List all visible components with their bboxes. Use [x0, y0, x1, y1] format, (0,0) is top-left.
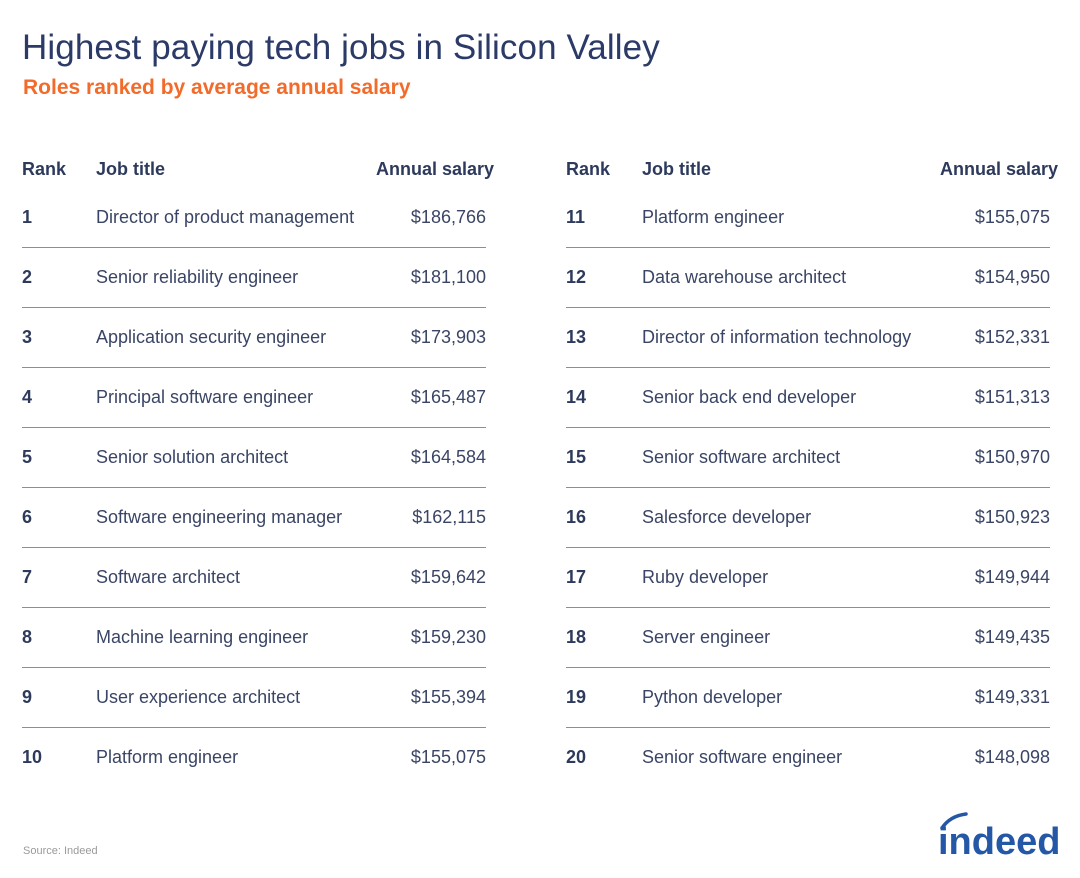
job-title-cell: Platform engineer [96, 747, 239, 767]
rank-cell: 1 [22, 188, 96, 248]
rank-cell: 5 [22, 427, 96, 488]
rank-cell: 14 [566, 367, 642, 428]
salary-cell: $148,098 [974, 747, 1050, 767]
ranking-table-right: Rank Job title Annual salary 11 Platform … [566, 150, 1059, 788]
job-title-cell: Senior software architect [642, 427, 940, 488]
job-title-cell: Principal software engineer [96, 367, 376, 428]
table-row: 12 Data warehouse architect $154,950 [566, 247, 1050, 308]
salary-cell: $151,313 [940, 367, 1050, 428]
table-row: 11 Platform engineer $155,075 [566, 188, 1050, 248]
annual-salary-header: Annual salary [940, 158, 1059, 179]
job-title-cell: Software architect [96, 547, 376, 608]
job-title-cell: Data warehouse architect [642, 247, 940, 308]
table-row: 8 Machine learning engineer $159,230 [22, 607, 486, 668]
salary-cell: $162,115 [376, 487, 486, 548]
table-row: 4 Principal software engineer $165,487 [22, 367, 486, 428]
rank-cell: 11 [566, 188, 642, 248]
table-row: 5 Senior solution architect $164,584 [22, 427, 486, 488]
salary-cell: $159,642 [376, 547, 486, 608]
source-note: Source: Indeed [23, 845, 98, 857]
job-title-cell: Server engineer [642, 607, 940, 668]
rank-cell: 10 [22, 747, 43, 767]
salary-cell: $159,230 [376, 607, 486, 668]
table-row: 17 Ruby developer $149,944 [566, 547, 1050, 608]
job-title-cell: Platform engineer [642, 188, 940, 248]
rank-cell: 12 [566, 247, 642, 308]
job-title-cell: Senior reliability engineer [96, 247, 376, 308]
salary-cell: $150,923 [940, 487, 1050, 548]
table-left: Rank Job title Annual salary 1 Director o… [22, 150, 495, 788]
job-title-cell: Machine learning engineer [96, 607, 376, 668]
job-title-cell: Senior back end developer [642, 367, 940, 428]
table-row: 10 Platform engineer $155,075 [22, 728, 486, 788]
salary-cell: $149,435 [940, 607, 1050, 668]
rank-cell: 8 [22, 607, 96, 668]
job-title-cell: Software engineering manager [96, 487, 376, 548]
salary-cell: $149,331 [940, 667, 1050, 728]
salary-cell: $181,100 [376, 247, 486, 308]
job-title-header: Job title [642, 158, 712, 179]
rank-cell: 7 [22, 547, 96, 608]
job-title-cell: Salesforce developer [642, 487, 940, 548]
salary-cell: $149,944 [940, 547, 1050, 608]
rank-cell: 16 [566, 487, 642, 548]
rank-cell: 2 [22, 247, 96, 308]
salary-cell: $155,394 [376, 667, 486, 728]
page-title: Highest paying tech jobs in Silicon Vall… [22, 28, 660, 67]
rank-cell: 9 [22, 667, 96, 728]
table-row: 19 Python developer $149,331 [566, 667, 1050, 728]
job-title-cell: Application security engineer [96, 307, 376, 368]
rank-cell: 6 [22, 487, 96, 548]
salary-cell: $186,766 [376, 188, 486, 248]
table-row: 18 Server engineer $149,435 [566, 607, 1050, 668]
rank-header: Rank [566, 158, 611, 179]
rank-cell: 18 [566, 607, 642, 668]
indeed-logo-text: indeed [938, 821, 1060, 863]
table-row: 7 Software architect $159,642 [22, 547, 486, 608]
rank-cell: 13 [566, 307, 642, 368]
job-title-cell: Python developer [642, 667, 940, 728]
job-title-cell: Director of product management [96, 188, 376, 248]
table-row: 16 Salesforce developer $150,923 [566, 487, 1050, 548]
page-subtitle: Roles ranked by average annual salary [23, 76, 411, 99]
salary-cell: $155,075 [410, 747, 486, 767]
header-row: Rank Job title Annual salary [566, 150, 1059, 188]
table-right: Rank Job title Annual salary 11 Platform … [566, 150, 1059, 788]
rank-cell: 3 [22, 307, 96, 368]
rank-cell: 20 [566, 747, 587, 767]
salary-cell: $173,903 [376, 307, 486, 368]
salary-cell: $155,075 [940, 188, 1050, 248]
table-row: 2 Senior reliability engineer $181,100 [22, 247, 486, 308]
table-row: 9 User experience architect $155,394 [22, 667, 486, 728]
salary-cell: $152,331 [940, 307, 1050, 368]
rank-cell: 17 [566, 547, 642, 608]
salary-cell: $165,487 [376, 367, 486, 428]
table-row: 14 Senior back end developer $151,313 [566, 367, 1050, 428]
job-title-cell: Senior solution architect [96, 427, 376, 488]
job-title-cell: Ruby developer [642, 547, 940, 608]
table-row: 15 Senior software architect $150,970 [566, 427, 1050, 488]
salary-cell: $150,970 [940, 427, 1050, 488]
salary-cell: $154,950 [940, 247, 1050, 308]
table-row: 3 Application security engineer $173,903 [22, 307, 486, 368]
table-row: 6 Software engineering manager $162,115 [22, 487, 486, 548]
table-row: 13 Director of information technology $152… [566, 307, 1050, 368]
rank-header: Rank [22, 158, 67, 179]
job-title-header: Job title [96, 158, 166, 179]
job-title-cell: Senior software engineer [642, 747, 843, 767]
job-title-cell: Director of information technology [642, 307, 940, 368]
rank-cell: 19 [566, 667, 642, 728]
header-row: Rank Job title Annual salary [22, 150, 495, 188]
annual-salary-header: Annual salary [376, 158, 495, 179]
table-row: 20 Senior software engineer $148,098 [566, 728, 1050, 788]
salary-cell: $164,584 [376, 427, 486, 488]
indeed-logo-arc-icon [940, 812, 968, 830]
rank-cell: 4 [22, 367, 96, 428]
rank-cell: 15 [566, 427, 642, 488]
ranking-table-left: Rank Job title Annual salary 1 Director o… [22, 150, 495, 788]
table-row: 1 Director of product management $186,766 [22, 188, 486, 248]
job-title-cell: User experience architect [96, 667, 376, 728]
indeed-logo: indeed [938, 812, 1060, 863]
